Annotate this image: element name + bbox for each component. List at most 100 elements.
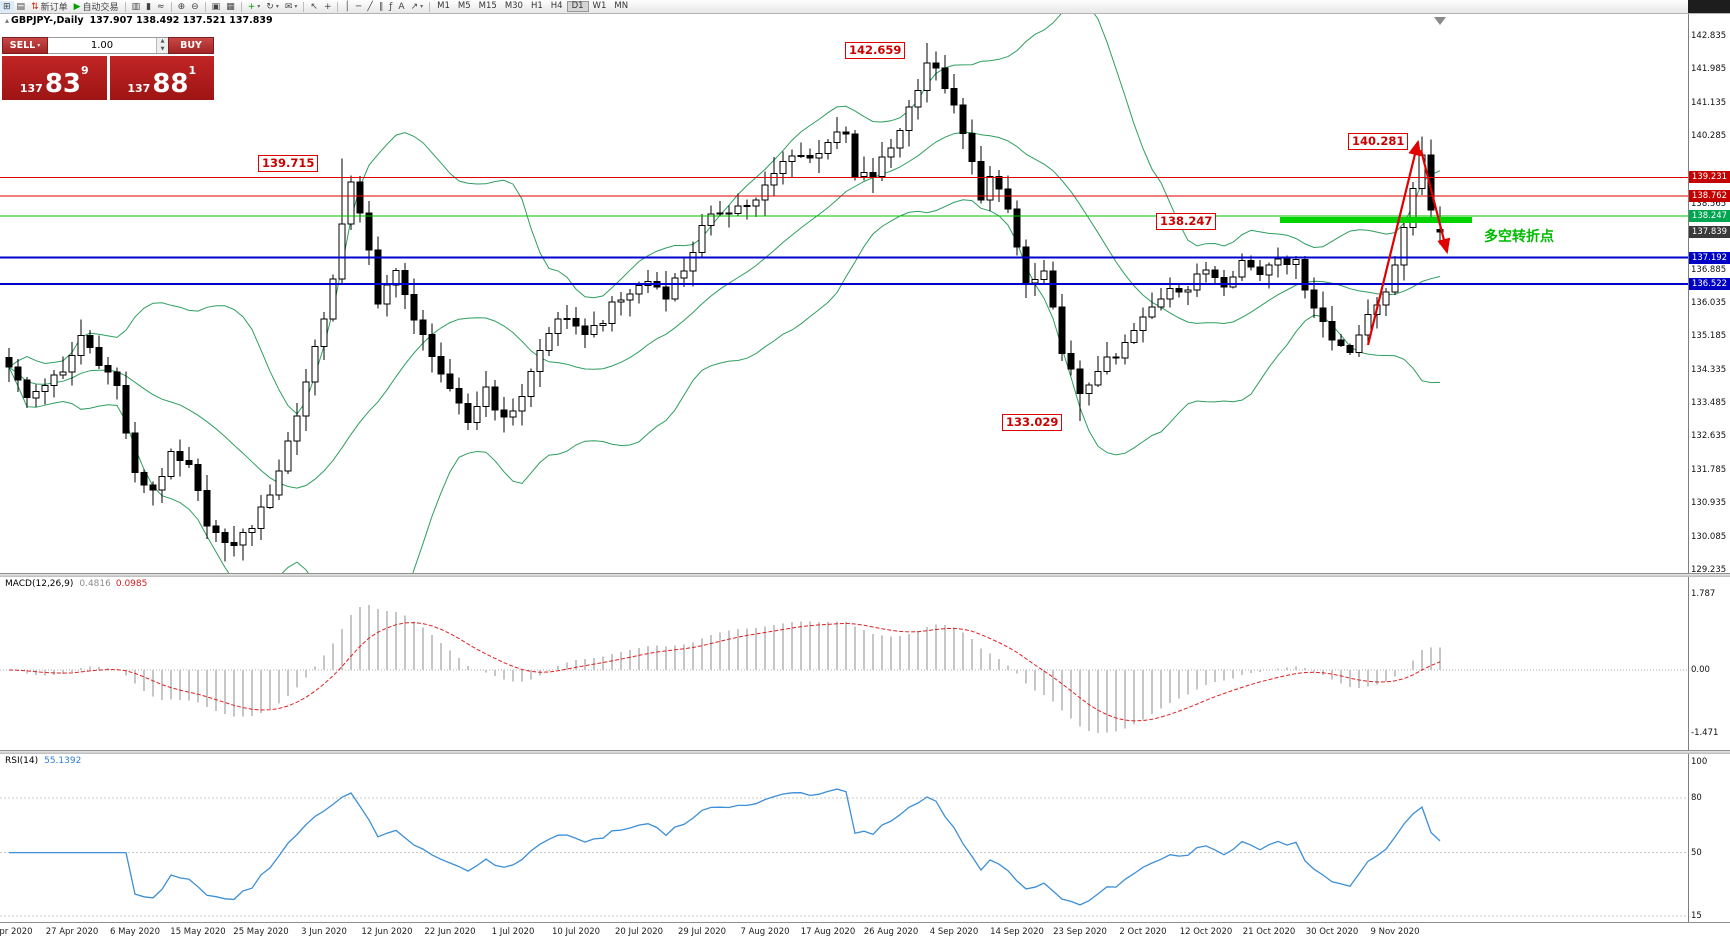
sell-caret-icon: ▾ (37, 42, 41, 49)
window-corner (1688, 0, 1730, 13)
chart-profiles-icon: ▤ (16, 1, 26, 12)
price-annotation[interactable]: 142.659 (845, 42, 906, 59)
date-label: 30 Oct 2020 (1305, 927, 1359, 937)
date-label: 21 Oct 2020 (1242, 927, 1296, 937)
sell-price-box[interactable]: 137 83 9 (2, 56, 107, 100)
symbol-period-label: GBPJPY-,Daily (11, 15, 84, 26)
date-label: 27 Apr 2020 (45, 927, 99, 937)
zoom-in-button[interactable]: ⊕ (175, 1, 189, 13)
timeframe-h4-button[interactable]: H4 (550, 1, 563, 11)
tile-windows-button[interactable]: ▣ (209, 1, 224, 13)
buy-price-point: 1 (188, 64, 197, 77)
cursor-icon: ↖ (310, 1, 318, 12)
new-chart-button[interactable]: ⊞ (0, 0, 14, 13)
price-annotation[interactable]: 140.281 (1348, 133, 1409, 150)
rsi-axis-label: 100 (1691, 757, 1708, 767)
rsi-axis-label: 80 (1691, 793, 1702, 804)
sell-price-figure: 137 (19, 82, 43, 95)
date-label: 7 Apr 2020 (0, 927, 33, 937)
arrows-tool-button[interactable]: ↗ ▾ (408, 1, 427, 13)
price-axis-label: 132.635 (1691, 431, 1727, 442)
trend-note-label[interactable]: 多空转折点 (1484, 229, 1554, 245)
price-badge: 136.522 (1689, 277, 1730, 290)
zoom-out-icon: ⊖ (191, 1, 199, 12)
text-label-button[interactable]: A (395, 1, 407, 13)
price-axis[interactable] (1688, 13, 1730, 922)
bar-chart-button[interactable]: ▥ (129, 1, 144, 13)
date-label: 17 Aug 2020 (800, 927, 856, 937)
chart-profiles-button[interactable]: ▤ (14, 1, 29, 13)
volume-up-icon[interactable]: ▲ (157, 38, 168, 46)
candlestick-chart-icon: ▮ (146, 1, 152, 12)
rsi-value: 55.1392 (44, 756, 82, 766)
price-axis-label: 141.985 (1691, 64, 1727, 75)
volume-stepper[interactable]: ▲ ▼ (156, 38, 168, 53)
date-label: 23 Sep 2020 (1053, 927, 1107, 937)
timeframe-mn-button[interactable]: MN (614, 1, 629, 11)
auto-trading-button[interactable]: ▶ 自动交易 (71, 1, 122, 14)
fibonacci-button[interactable]: ƒ (386, 1, 395, 13)
crosshair-button[interactable]: + (321, 1, 335, 13)
timeframe-w1-button[interactable]: W1 (592, 1, 607, 11)
price-annotation[interactable]: 138.247 (1156, 213, 1217, 230)
date-label: 15 May 2020 (170, 927, 226, 937)
toolbar-separator (303, 1, 305, 12)
timeframe-h1-button[interactable]: H1 (530, 1, 543, 11)
price-annotation[interactable]: 139.715 (258, 155, 319, 172)
sell-button[interactable]: SELL ▾ (2, 37, 48, 54)
trendline-button[interactable]: ╱ (364, 1, 375, 13)
time-axis[interactable]: 7 Apr 2020 27 Apr 2020 6 May 2020 15 May 20… (0, 922, 1730, 939)
auto-trading-label: 自动交易 (82, 3, 119, 13)
price-axis-label: 133.485 (1691, 398, 1727, 409)
trendline-icon: ╱ (367, 1, 373, 12)
candlestick-chart-button[interactable]: ▮ (143, 1, 154, 13)
horizontal-line-button[interactable]: ─ (353, 1, 364, 13)
timeframe-m15-button[interactable]: M15 (478, 1, 497, 11)
one-click-trading-widget: SELL ▾ 1.00 ▲ ▼ BUY 137 83 9 137 (2, 37, 214, 100)
date-label: 10 Jul 2020 (551, 927, 601, 937)
timeframe-m5-button[interactable]: M5 (457, 1, 471, 11)
date-label: 2 Oct 2020 (1119, 927, 1167, 937)
timeframe-m30-button[interactable]: M30 (504, 1, 523, 11)
price-annotation[interactable]: 133.029 (1002, 414, 1063, 431)
price-axis-label: 130.935 (1691, 498, 1727, 509)
panel-splitter[interactable] (0, 573, 1730, 577)
date-label: 12 Jun 2020 (361, 927, 413, 937)
line-chart-button[interactable]: ≈ (154, 1, 168, 13)
main-toolbar: ⊞ ▤ ⇅ 新订单 ▶ 自动交易 ▥ ▮ ≈ ⊕ ⊖ ▣ ▦ + ▾ ↻ ▾ ✉ ▾ ↖ + │ ─ ╱ ∥ ƒ A ↗ ▾ M1 M5 M1… (0, 0, 1730, 14)
buy-button[interactable]: BUY (168, 37, 214, 54)
vertical-line-button[interactable]: │ (341, 1, 352, 13)
rsi-title: RSI(14) (5, 756, 39, 766)
toolbar-separator (429, 1, 431, 12)
auto-arrange-button[interactable]: ▦ (223, 1, 238, 13)
rsi-indicator-chart[interactable] (0, 753, 1688, 922)
buy-price-box[interactable]: 137 88 1 (109, 56, 214, 100)
panel-splitter[interactable] (0, 750, 1730, 754)
toolbar-separator (124, 1, 126, 12)
new-order-button[interactable]: ⇅ 新订单 (28, 1, 71, 14)
volume-field[interactable]: 1.00 ▲ ▼ (48, 37, 168, 54)
crosshair-icon: + (323, 1, 332, 12)
date-label: 29 Jul 2020 (677, 927, 727, 937)
zoom-out-button[interactable]: ⊖ (188, 1, 202, 13)
templates-caret-icon: ▾ (275, 3, 279, 10)
date-label: 4 Sep 2020 (929, 927, 979, 937)
indicators-button[interactable]: + ▾ (245, 1, 264, 13)
timeframe-m1-button[interactable]: M1 (437, 1, 450, 11)
timeframe-d1-button[interactable]: D1 (566, 1, 589, 12)
volume-value[interactable]: 1.00 (90, 40, 114, 51)
templates-button[interactable]: ↻ ▾ (263, 1, 282, 13)
templates-icon: ↻ (266, 1, 274, 12)
volume-down-icon[interactable]: ▼ (157, 45, 168, 53)
price-axis-label: 136.035 (1691, 297, 1727, 308)
rsi-label: RSI(14) 55.1392 (5, 756, 81, 766)
equidistant-channel-button[interactable]: ∥ (376, 1, 387, 13)
cursor-button[interactable]: ↖ (307, 1, 321, 13)
macd-indicator-chart[interactable] (0, 576, 1688, 750)
main-price-chart[interactable] (0, 13, 1688, 573)
date-label: 22 Jun 2020 (424, 927, 476, 937)
price-badge: 137.192 (1689, 251, 1730, 264)
alerts-button[interactable]: ✉ ▾ (282, 1, 301, 13)
date-label: 25 May 2020 (233, 927, 289, 937)
